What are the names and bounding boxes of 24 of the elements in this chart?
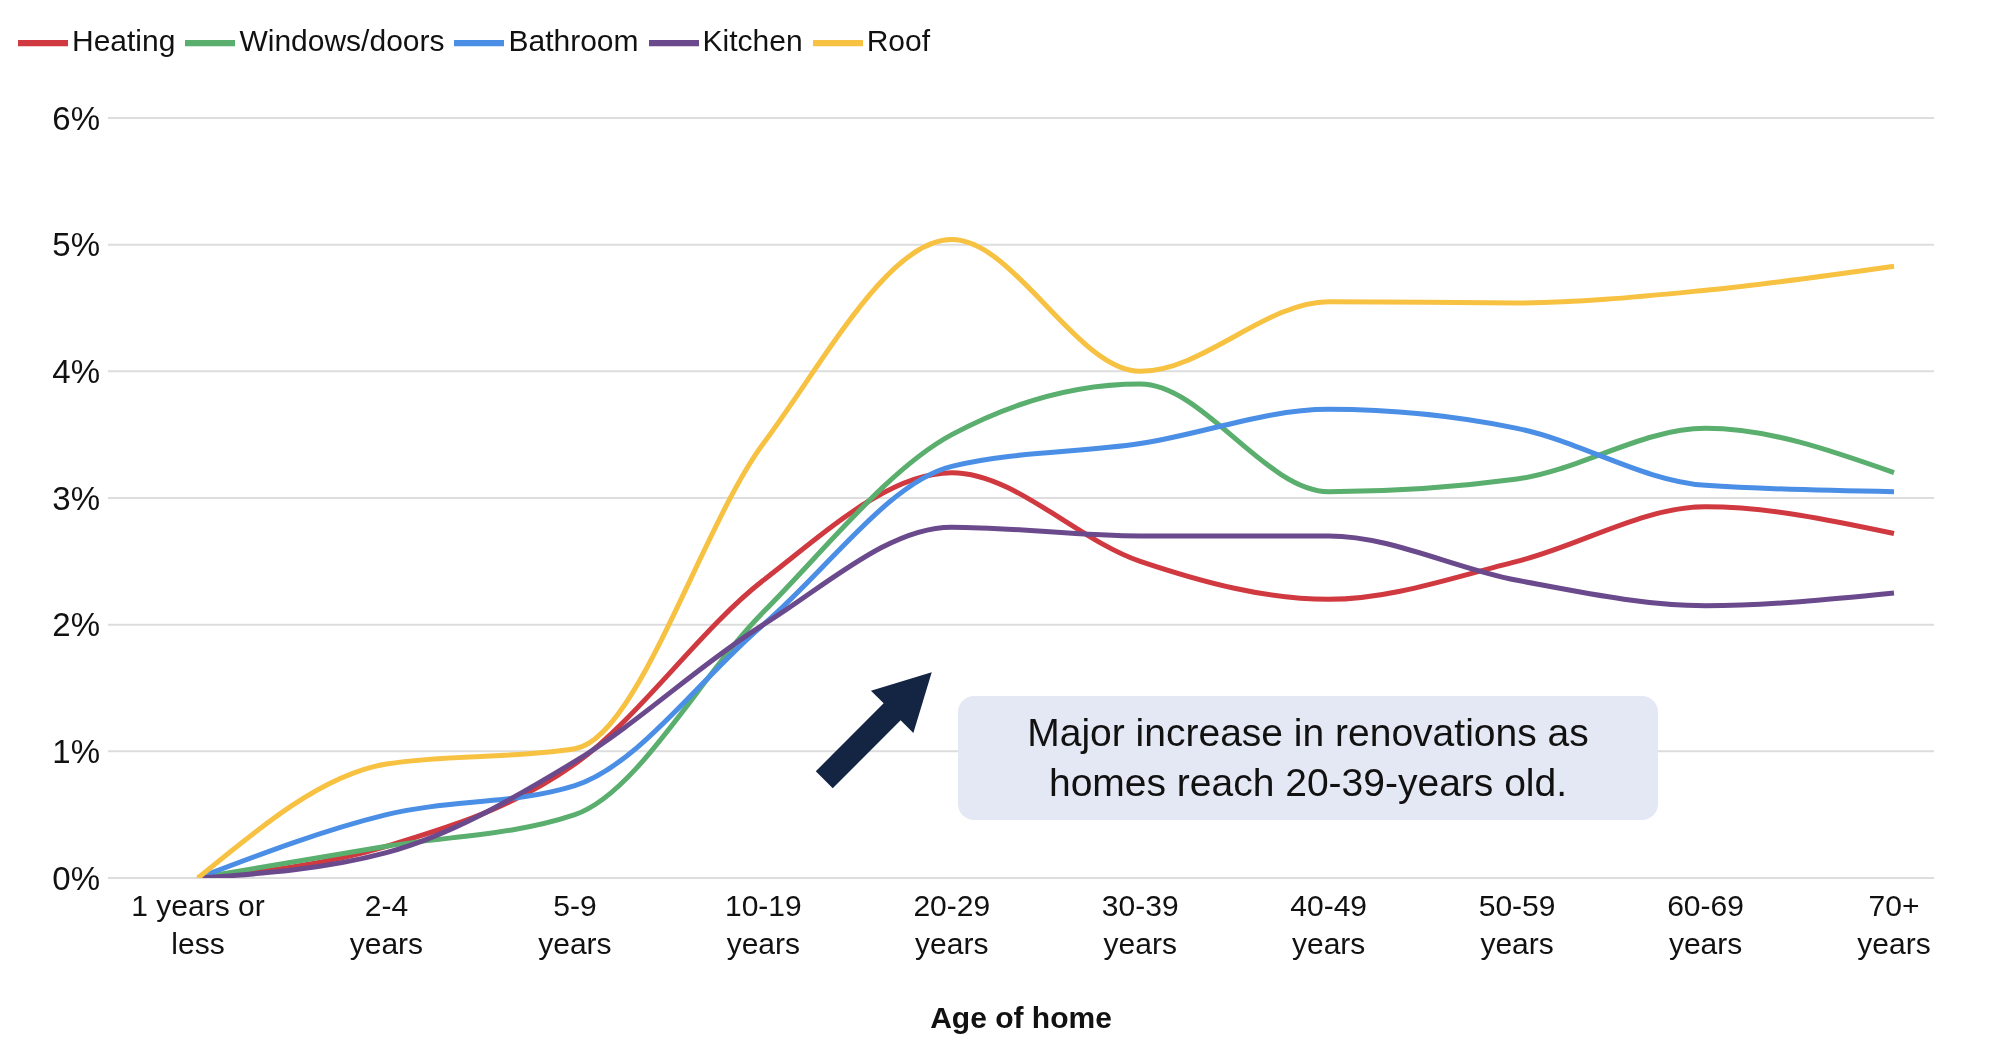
legend-label: Kitchen xyxy=(702,23,803,57)
x-tick-label: 40-49 years xyxy=(1290,889,1368,960)
x-tick-label: 20-29 years xyxy=(913,889,991,960)
y-tick-label: 0% xyxy=(52,859,100,897)
x-tick-label: 60-69 years xyxy=(1667,889,1744,960)
legend-label: Roof xyxy=(866,23,931,57)
x-tick-label: 30-39 years xyxy=(1101,889,1179,960)
x-tick-label: 50-59 years xyxy=(1478,889,1556,960)
x-tick-label: 10-19 years xyxy=(724,889,802,960)
y-tick-label: 1% xyxy=(52,733,100,771)
x-tick-label: 70+ years xyxy=(1857,889,1931,960)
x-axis-title: Age of home xyxy=(930,1001,1112,1034)
y-tick-label: 6% xyxy=(52,99,100,137)
y-tick-label: 2% xyxy=(52,606,100,644)
y-tick-label: 4% xyxy=(52,353,100,391)
callout-box: Major increase in renovations as homes reach 20-39-years old. xyxy=(958,696,1658,820)
x-tick-label: 5-9 years xyxy=(538,889,612,960)
legend-label: Bathroom xyxy=(508,23,639,57)
legend-label: Windows/doors xyxy=(239,23,445,57)
y-tick-label: 5% xyxy=(52,226,100,264)
x-tick-label: 2-4 years xyxy=(349,889,424,960)
legend-label: Heating xyxy=(72,23,176,57)
y-tick-label: 3% xyxy=(52,479,100,517)
x-tick-label: 1 years or less xyxy=(131,889,265,960)
